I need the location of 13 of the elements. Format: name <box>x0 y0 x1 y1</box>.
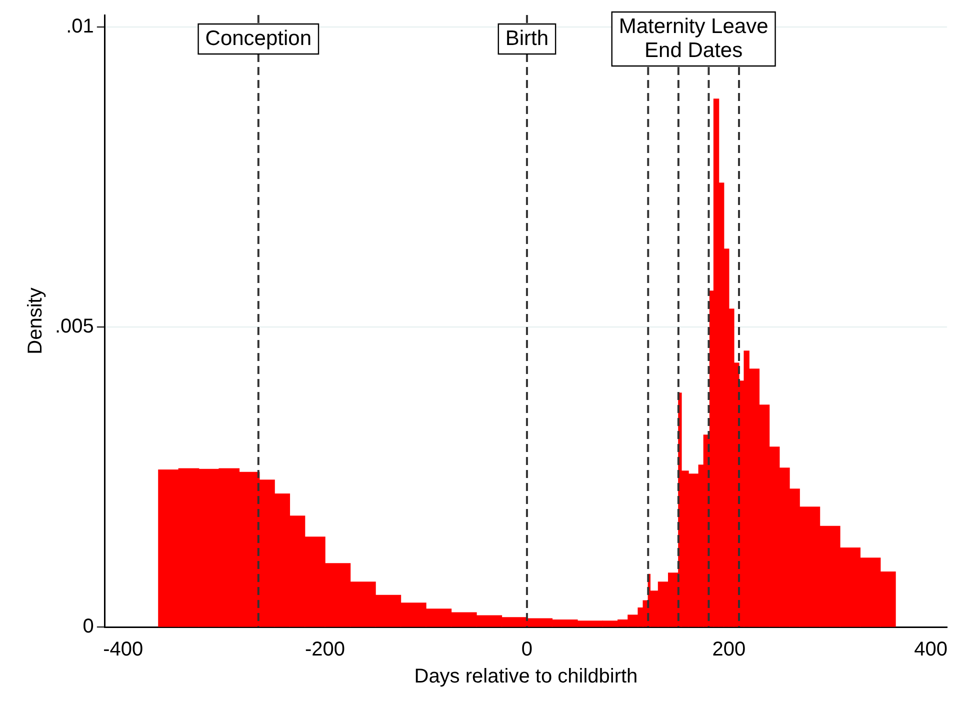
y-tick-label: .01 <box>66 16 94 38</box>
y-axis-title: Density <box>24 288 47 354</box>
x-tick-label: 0 <box>521 638 533 661</box>
y-tick-label: .005 <box>54 316 94 338</box>
x-axis-title: Days relative to childbirth <box>414 666 638 688</box>
ref-line-label: Birth <box>505 26 549 50</box>
x-tick-label: 200 <box>712 638 746 661</box>
x-tick-label: -400 <box>103 638 144 661</box>
x-tick-label: 400 <box>914 638 948 661</box>
y-tick-label: 0 <box>82 616 94 638</box>
x-tick-label: -200 <box>305 638 346 661</box>
annotation: Maternity Leave End Dates <box>618 14 768 62</box>
ref-line-label: Conception <box>205 26 312 50</box>
